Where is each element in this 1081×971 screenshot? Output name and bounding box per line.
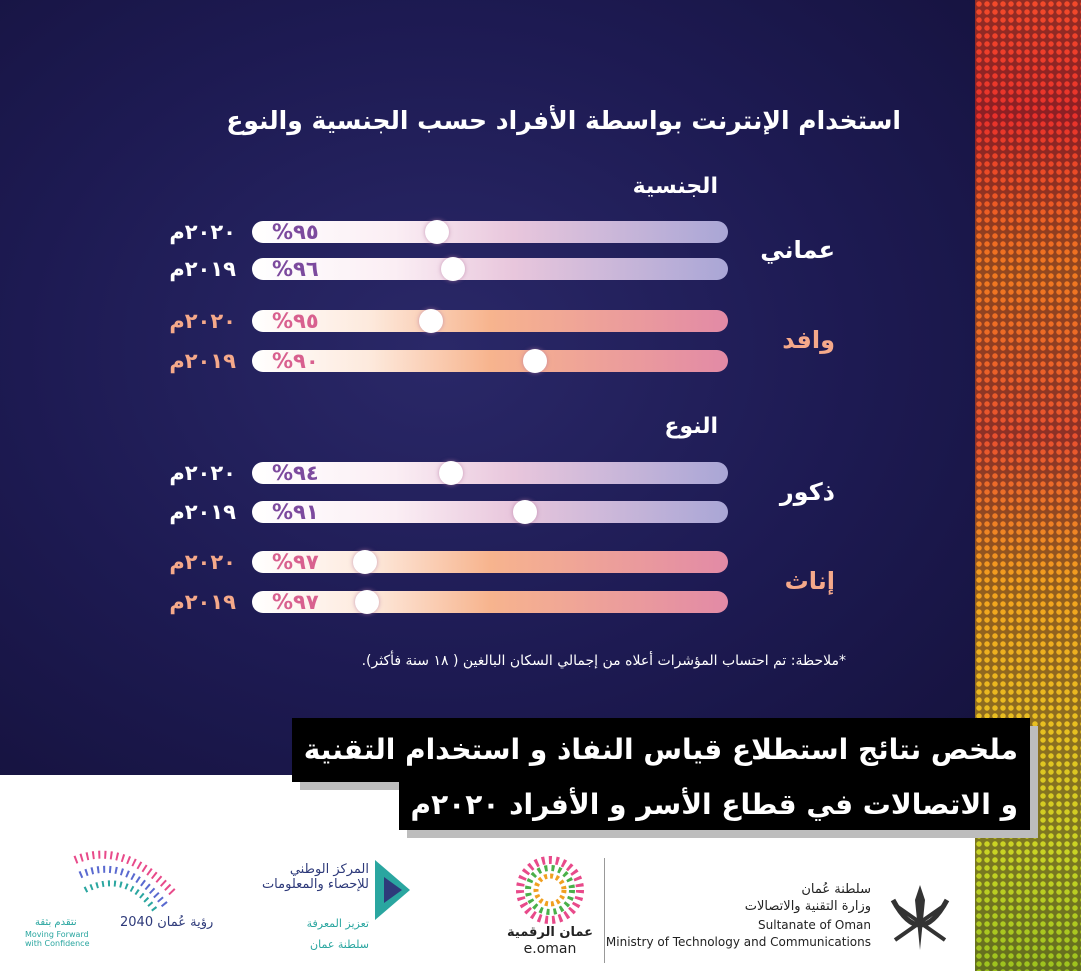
vision-text: Moving Forward with Confidence (25, 930, 90, 948)
knob (419, 309, 443, 333)
ncsi-text: تعزيز المعرفة (306, 917, 369, 930)
bar (252, 258, 728, 280)
year-label: ٢٠١٩م (169, 590, 236, 614)
percent-label: ٩٧% (272, 550, 319, 574)
percent-label: ٩٥% (272, 220, 319, 244)
ministry-text: سلطنة عُمان (801, 882, 871, 897)
group-label: ذكور (779, 477, 835, 506)
bar (252, 551, 728, 573)
percent-label: ٩١% (272, 500, 319, 524)
year-label: ٢٠٢٠م (169, 550, 236, 574)
bar (252, 221, 728, 243)
vision-logo (73, 850, 178, 912)
percent-label: ٩٦% (272, 257, 319, 281)
section-heading: الجنسية (632, 174, 718, 199)
knob (523, 349, 547, 373)
ministry-text: وزارة التقنية والاتصالات (744, 899, 871, 914)
percent-label: ٩٤% (272, 461, 319, 485)
bar (252, 310, 728, 332)
note: *ملاحظة: تم احتساب المؤشرات أعلاه من إجم… (361, 653, 846, 669)
group-label: عماني (760, 235, 835, 264)
bar (252, 350, 728, 372)
eoman-text: عمان الرقمية (507, 925, 593, 940)
year-label: ٢٠١٩م (169, 257, 236, 281)
ncsi-logo (375, 860, 410, 920)
bar (252, 501, 728, 523)
ministry-text: Ministry of Technology and Communication… (605, 935, 871, 949)
knob (353, 550, 377, 574)
knob (441, 257, 465, 281)
year-label: ٢٠٢٠م (169, 461, 236, 485)
group-label: وافد (782, 326, 835, 354)
banner-line: و الاتصالات في قطاع الأسر و الأفراد ٢٠٢٠… (398, 782, 1030, 830)
emblem (890, 885, 950, 950)
knob (425, 220, 449, 244)
percent-label: ٩٠% (272, 349, 319, 373)
year-label: ٢٠٢٠م (169, 220, 236, 244)
year-label: ٢٠١٩م (169, 500, 236, 524)
panel (0, 0, 975, 775)
ncsi-text: المركز الوطني للإحصاء والمعلومات (261, 862, 369, 892)
vision-text: نتقدم بثقة (35, 917, 77, 928)
ncsi-text: سلطنة عمان (310, 938, 369, 951)
year-label: ٢٠٢٠م (169, 309, 236, 333)
knob (513, 500, 537, 524)
percent-label: ٩٧% (272, 590, 319, 614)
section-heading: النوع (664, 414, 718, 439)
ministry-text: Sultanate of Oman (758, 918, 871, 932)
eoman-logo (516, 856, 584, 924)
bar (252, 591, 728, 613)
divider (604, 858, 605, 963)
knob (439, 461, 463, 485)
year-label: ٢٠١٩م (169, 349, 236, 373)
banner-line: ملخص نتائج استطلاع قياس النفاذ و استخدام… (291, 718, 1030, 782)
group-label: إناث (784, 567, 835, 595)
eoman-text: e.oman (523, 941, 577, 957)
bar (252, 462, 728, 484)
knob (355, 590, 379, 614)
title: استخدام الإنترنت بواسطة الأفراد حسب الجن… (226, 106, 901, 135)
vision-text: رؤية عُمان 2040 (120, 915, 214, 930)
percent-label: ٩٥% (272, 309, 319, 333)
